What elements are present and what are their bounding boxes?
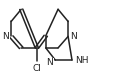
Text: N: N (2, 32, 9, 41)
Text: N: N (70, 32, 76, 41)
Text: N: N (46, 58, 53, 67)
Text: Cl: Cl (32, 64, 41, 73)
Text: NH: NH (75, 56, 88, 65)
